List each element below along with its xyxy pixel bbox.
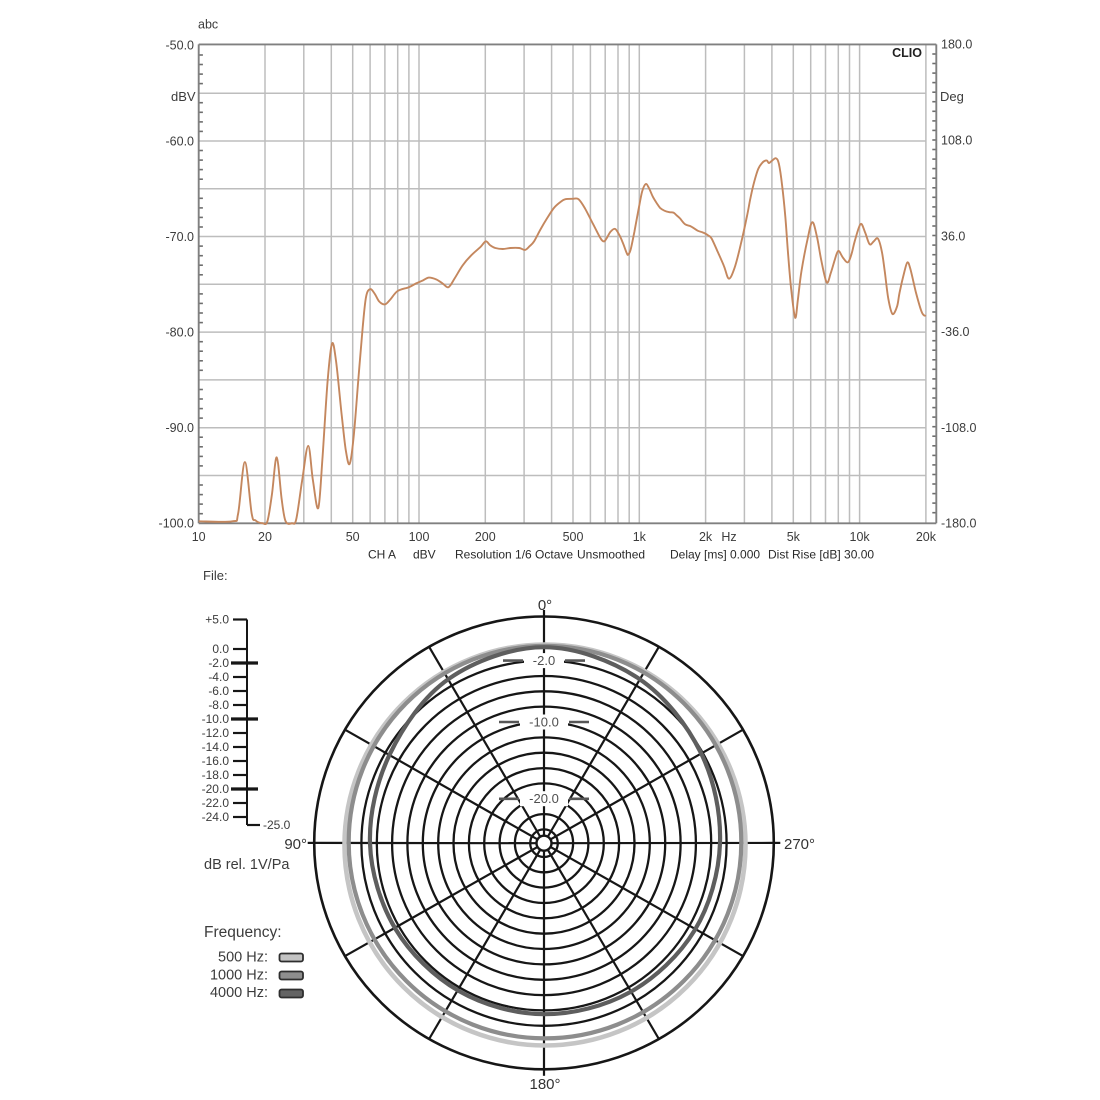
svg-text:10: 10: [192, 530, 206, 544]
svg-text:-70.0: -70.0: [166, 230, 195, 244]
svg-text:-24.0: -24.0: [202, 810, 230, 824]
svg-text:50: 50: [346, 530, 360, 544]
svg-text:-4.0: -4.0: [208, 670, 229, 684]
svg-text:-2.0: -2.0: [533, 653, 555, 668]
svg-text:-80.0: -80.0: [166, 325, 195, 339]
svg-text:-6.0: -6.0: [208, 684, 229, 698]
svg-text:5k: 5k: [787, 530, 801, 544]
svg-text:270°: 270°: [784, 836, 815, 853]
svg-text:1000 Hz:: 1000 Hz:: [210, 968, 268, 984]
svg-text:-8.0: -8.0: [208, 698, 229, 712]
svg-text:+5.0: +5.0: [205, 613, 229, 627]
svg-text:500: 500: [563, 530, 584, 544]
svg-text:36.0: 36.0: [941, 229, 965, 243]
svg-text:500 Hz:: 500 Hz:: [218, 950, 268, 966]
svg-text:-25.0: -25.0: [263, 818, 291, 832]
svg-text:100: 100: [409, 530, 430, 544]
svg-text:File:: File:: [203, 568, 228, 583]
svg-text:-2.0: -2.0: [208, 656, 229, 670]
svg-text:-50.0: -50.0: [166, 39, 195, 53]
svg-text:180°: 180°: [529, 1076, 560, 1093]
svg-text:Hz: Hz: [721, 530, 736, 544]
svg-text:-20.0: -20.0: [529, 791, 559, 806]
svg-text:dB rel. 1V/Pa: dB rel. 1V/Pa: [204, 857, 290, 873]
svg-text:abc: abc: [198, 18, 218, 32]
svg-text:Delay [ms] 0.000: Delay [ms] 0.000: [670, 548, 760, 562]
svg-text:Resolution 1/6 Octave: Resolution 1/6 Octave: [455, 548, 573, 562]
svg-text:CLIO: CLIO: [892, 46, 922, 60]
svg-text:90°: 90°: [284, 836, 307, 853]
svg-text:-22.0: -22.0: [202, 796, 230, 810]
svg-text:0.0: 0.0: [212, 642, 229, 656]
svg-text:dBV: dBV: [171, 89, 196, 104]
svg-text:200: 200: [475, 530, 496, 544]
svg-text:-18.0: -18.0: [202, 768, 230, 782]
svg-text:-36.0: -36.0: [941, 325, 970, 339]
svg-text:1k: 1k: [633, 530, 647, 544]
svg-text:Deg: Deg: [940, 89, 964, 104]
svg-text:-180.0: -180.0: [941, 517, 976, 531]
svg-text:Unsmoothed: Unsmoothed: [577, 548, 645, 562]
svg-text:108.0: 108.0: [941, 134, 972, 148]
svg-text:-20.0: -20.0: [202, 782, 230, 796]
svg-text:-14.0: -14.0: [202, 740, 230, 754]
svg-text:-10.0: -10.0: [202, 712, 230, 726]
svg-text:0°: 0°: [538, 597, 552, 614]
svg-text:-90.0: -90.0: [166, 421, 195, 435]
svg-text:2k: 2k: [699, 530, 713, 544]
svg-text:-100.0: -100.0: [159, 517, 194, 531]
svg-text:-12.0: -12.0: [202, 726, 230, 740]
svg-text:dBV: dBV: [413, 548, 436, 562]
svg-text:Dist Rise [dB] 30.00: Dist Rise [dB] 30.00: [768, 548, 874, 562]
svg-text:-60.0: -60.0: [166, 134, 195, 148]
svg-text:180.0: 180.0: [941, 38, 972, 52]
svg-text:20: 20: [258, 530, 272, 544]
svg-text:20k: 20k: [916, 530, 937, 544]
svg-text:CH A: CH A: [368, 548, 396, 562]
svg-text:-10.0: -10.0: [529, 715, 559, 730]
svg-text:4000 Hz:: 4000 Hz:: [210, 985, 268, 1001]
svg-text:10k: 10k: [850, 530, 871, 544]
svg-text:Frequency:: Frequency:: [204, 924, 282, 941]
svg-text:-16.0: -16.0: [202, 754, 230, 768]
svg-text:-108.0: -108.0: [941, 421, 976, 435]
